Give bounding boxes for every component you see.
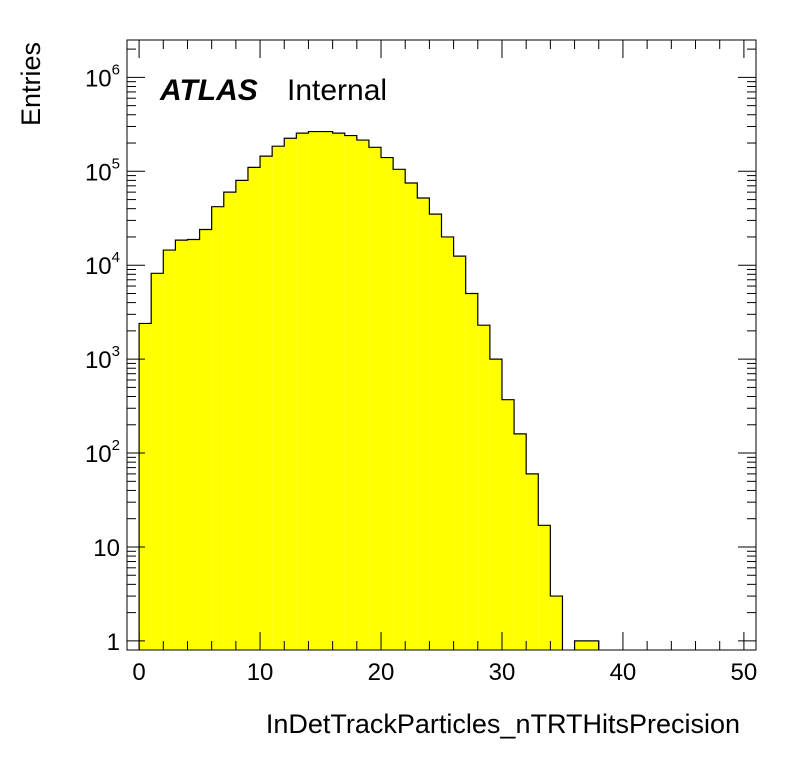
histogram-bar [381, 157, 394, 650]
histogram-bar [199, 229, 212, 650]
histogram-bar [538, 525, 551, 650]
histogram-bar [247, 167, 261, 650]
y-tick-labels: 1 10 102 103 104 105 106 [85, 61, 120, 656]
histogram-bar [235, 180, 248, 650]
histogram-bar [163, 250, 176, 650]
y-tick-label: 10 [93, 535, 120, 562]
y-tick-label: 1 [107, 629, 120, 656]
histogram-bar [187, 239, 200, 650]
x-tick-label: 50 [731, 659, 758, 686]
x-axis-title: InDetTrackParticles_nTRTHitsPrecision [266, 709, 740, 739]
histogram-bar [223, 192, 236, 651]
x-tick-label: 30 [489, 659, 516, 686]
histogram-bar [356, 140, 369, 650]
x-tick-labels: 0 10 20 30 40 50 [132, 659, 757, 686]
histogram-bar [344, 135, 357, 650]
histogram-bar [393, 169, 406, 650]
histogram-bar [175, 240, 188, 650]
histogram-bar [272, 146, 285, 650]
histogram-bar [586, 640, 599, 650]
histogram-bar [320, 131, 333, 650]
y-tick-label: 104 [85, 249, 120, 280]
atlas-label: ATLAS [159, 74, 258, 107]
histogram-bar [151, 273, 164, 650]
histogram-bar [526, 473, 539, 650]
plot-frame [126, 39, 757, 651]
histogram-bar [139, 323, 152, 650]
internal-label: Internal [287, 74, 387, 107]
x-tick-label: 20 [368, 659, 395, 686]
histogram-bar [260, 156, 273, 651]
histogram-bar [296, 133, 309, 650]
histogram-bar [501, 399, 515, 650]
x-tick-label: 40 [610, 659, 637, 686]
histogram-bar [550, 596, 563, 650]
histogram-bar [453, 256, 466, 650]
x-tick-label: 10 [247, 659, 274, 686]
histogram-bar [211, 206, 224, 650]
histogram-bar [332, 133, 345, 650]
histogram-bar [308, 131, 321, 650]
histogram-bar [514, 433, 527, 650]
histogram-bar [417, 197, 430, 650]
y-tick-label: 105 [85, 155, 120, 186]
histogram-bar [574, 640, 587, 650]
histogram-bar [368, 147, 382, 650]
y-tick-label: 102 [85, 437, 120, 468]
histogram-bar [465, 293, 478, 650]
y-axis-title: Entries [16, 42, 46, 126]
histogram-bars [138, 130, 600, 651]
histogram-bar [429, 214, 442, 651]
histogram-bar [489, 359, 502, 650]
y-tick-label: 103 [85, 343, 120, 374]
histogram-bar [405, 183, 418, 650]
histogram-bar [284, 138, 297, 650]
y-tick-label: 106 [85, 61, 120, 92]
histogram-bar [441, 236, 454, 650]
axis-ticks [127, 40, 756, 650]
x-tick-label: 0 [132, 659, 145, 686]
histogram-bar [477, 325, 490, 650]
